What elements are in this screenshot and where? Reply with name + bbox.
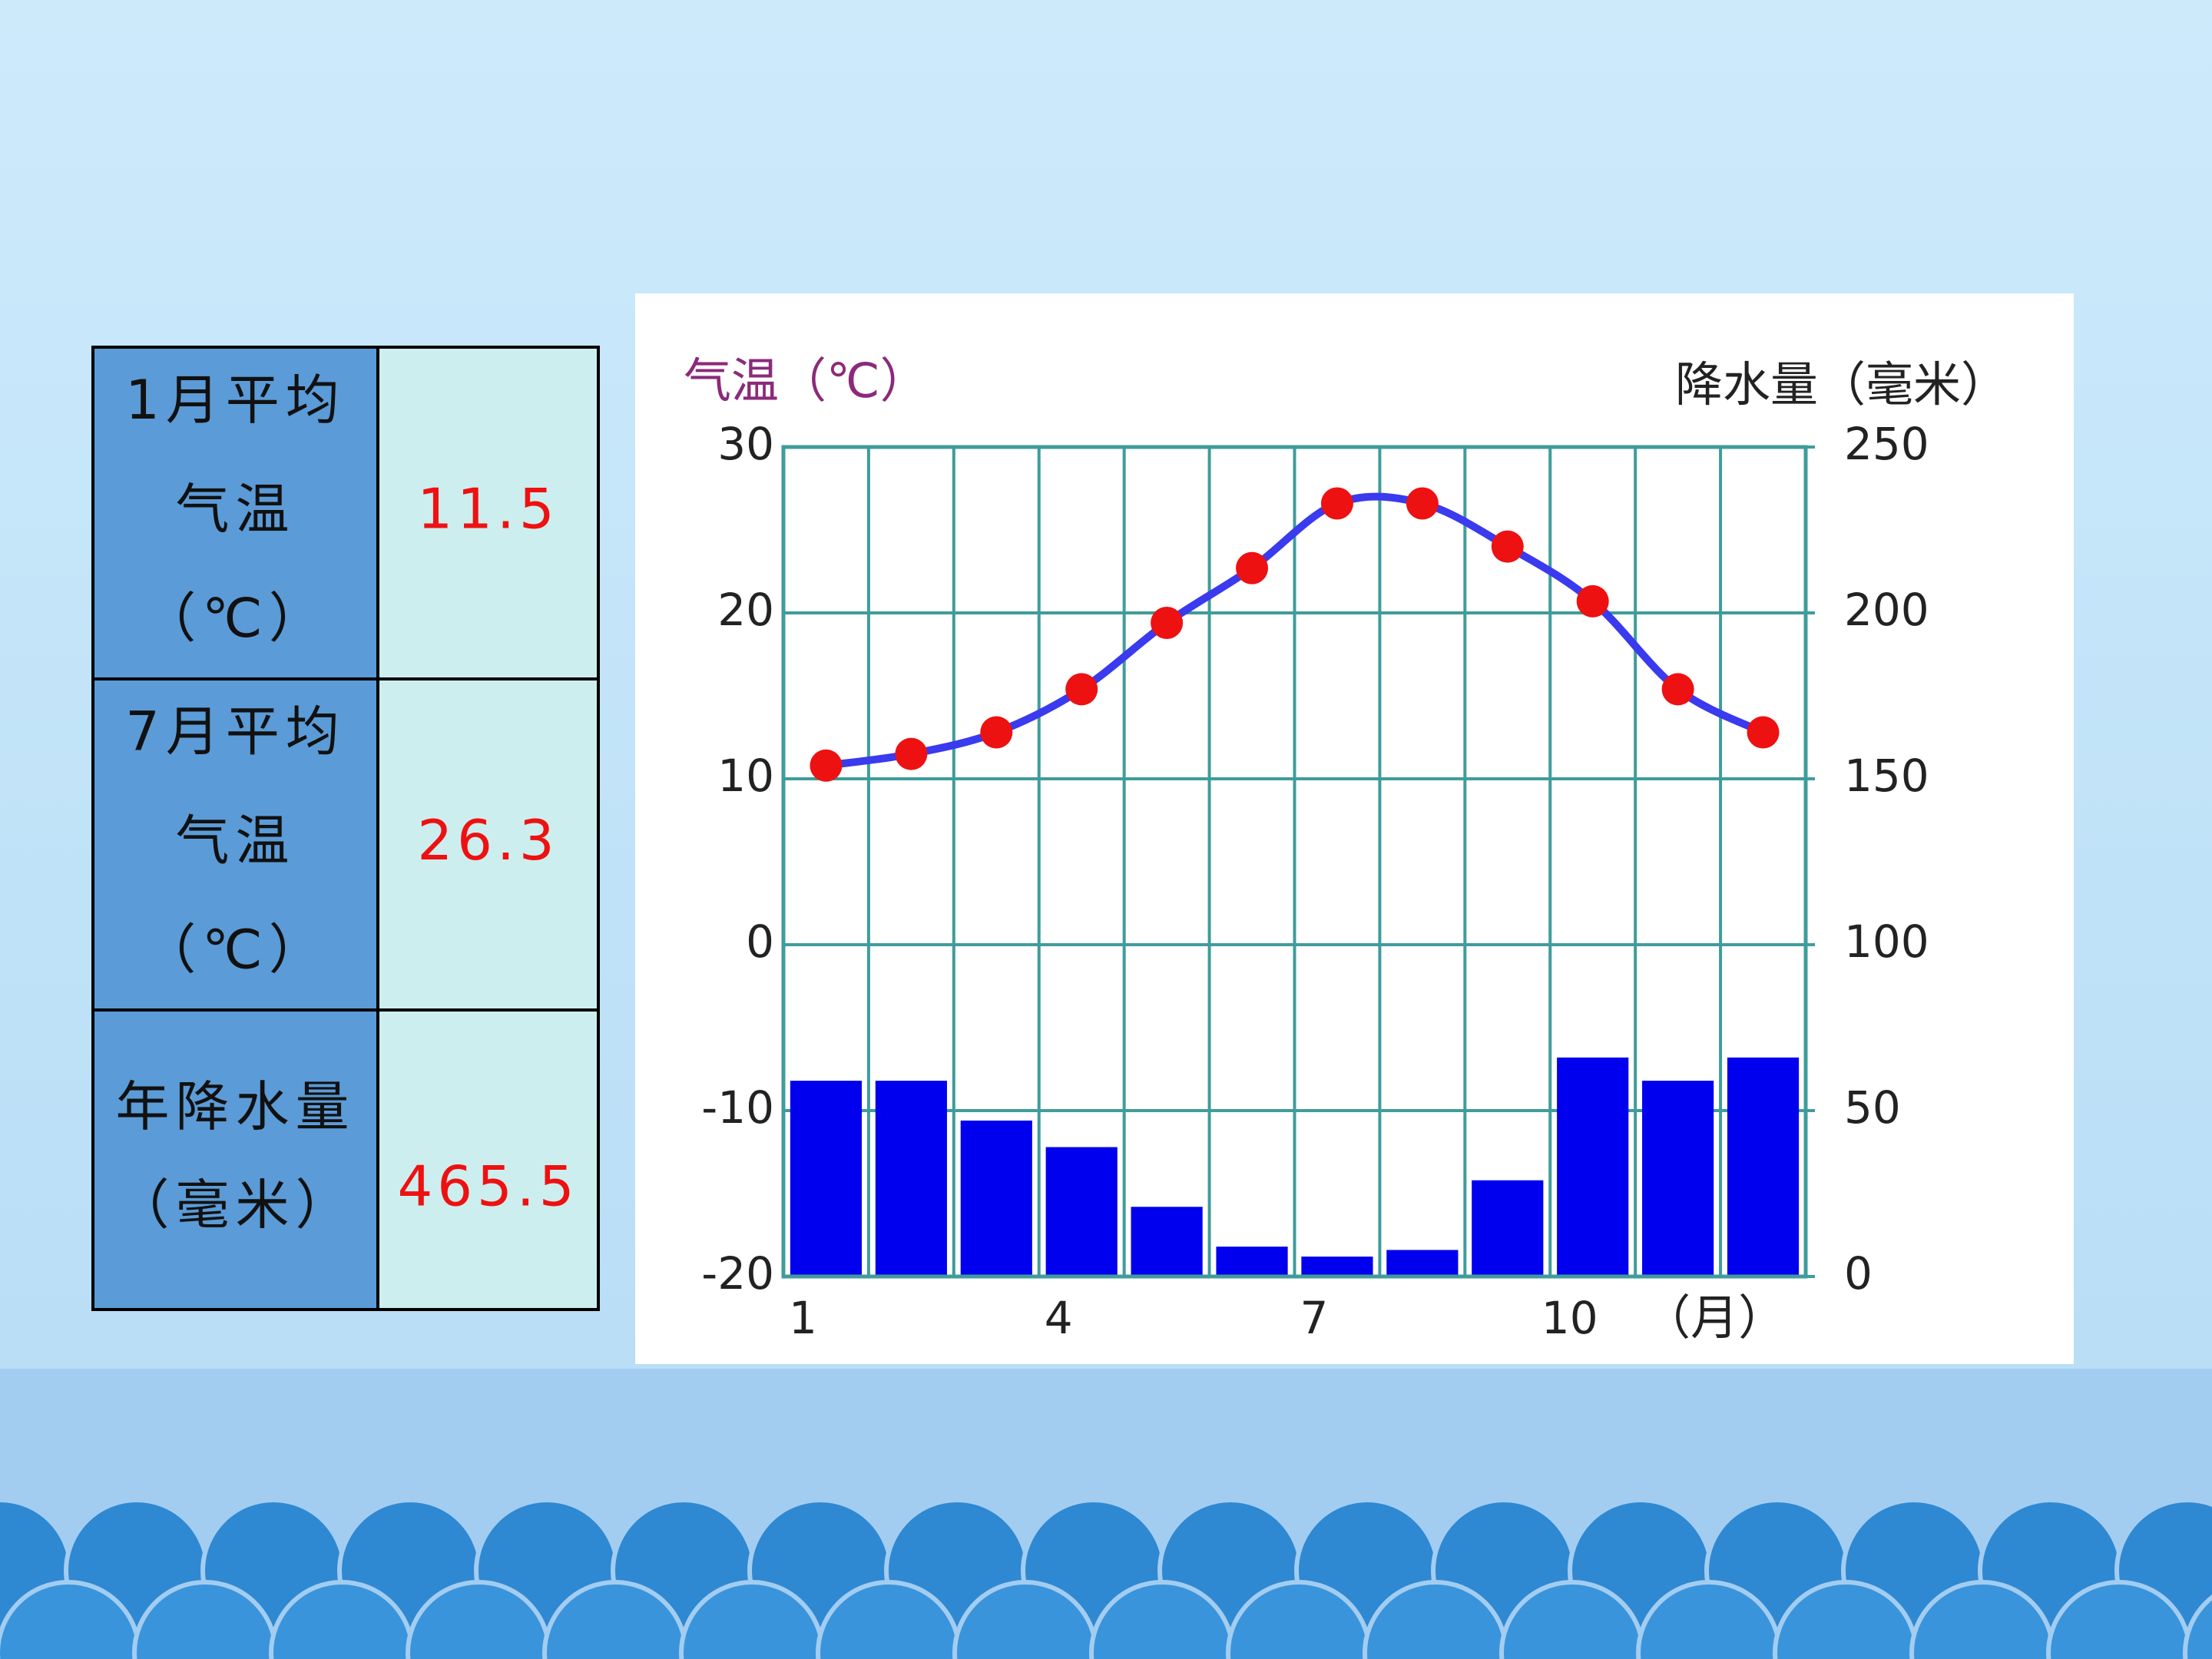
point — [810, 749, 843, 782]
bar — [1727, 1057, 1800, 1277]
y-tick-label: -10 — [701, 1081, 774, 1134]
point — [895, 737, 928, 770]
point — [1236, 551, 1269, 584]
y-tick-label: 0 — [746, 916, 774, 968]
row-label: 气温 — [176, 478, 296, 541]
row-label: （毫米） — [116, 1174, 356, 1237]
x-axis-title: （月） — [1643, 1290, 1786, 1346]
row-label: （℃） — [142, 587, 329, 650]
y2-tick-label: 150 — [1844, 750, 1929, 802]
point — [1065, 673, 1098, 706]
point — [1661, 673, 1694, 706]
waves — [0, 1498, 2212, 1659]
y2-tick-label: 50 — [1844, 1081, 1901, 1134]
point — [1151, 606, 1184, 639]
y2-tick-label: 0 — [1844, 1247, 1873, 1300]
row-label: 气温 — [176, 810, 296, 873]
y2-tick-label: 200 — [1844, 584, 1929, 636]
y2-tick-label: 250 — [1844, 418, 1929, 470]
wave — [2183, 1594, 2212, 1659]
header-cell — [91, 677, 379, 1012]
x-tick-label: 1 — [789, 1292, 817, 1344]
bar — [1386, 1250, 1459, 1277]
row-label: 7月平均 — [125, 700, 346, 763]
y-axis-title: 气温（℃） — [684, 353, 928, 409]
y-tick-label: 10 — [717, 750, 774, 802]
x-tick-label: 4 — [1045, 1292, 1073, 1344]
x-tick-label: 7 — [1300, 1292, 1329, 1344]
value-cell — [376, 346, 600, 680]
chart: -20 -10 0 10 20 30 0 50 100 150 200 250 气温（℃） 降水量（毫米）… — [684, 353, 2008, 1346]
row-value: 465.5 — [397, 1154, 578, 1219]
chart-panel — [635, 293, 2074, 1364]
point — [1406, 487, 1439, 520]
y2-tick-label: 100 — [1844, 916, 1929, 968]
row-label: 年降水量 — [116, 1075, 356, 1138]
y2-axis-title: 降水量（毫米） — [1675, 356, 2008, 412]
y-tick-label: 20 — [717, 584, 774, 636]
row-label: （℃） — [142, 919, 329, 982]
value-cell — [376, 677, 600, 1012]
point — [1491, 530, 1524, 563]
point — [980, 716, 1013, 749]
bar — [960, 1120, 1032, 1277]
bar — [1472, 1180, 1544, 1277]
header-cell — [91, 1008, 379, 1311]
header-cell — [91, 346, 379, 680]
bar — [1216, 1247, 1288, 1277]
bar — [875, 1081, 947, 1277]
row-value: 11.5 — [417, 477, 558, 541]
bar — [1301, 1257, 1373, 1277]
bar — [1557, 1057, 1629, 1277]
row-value: 26.3 — [417, 808, 558, 873]
x-tick-label: 10 — [1541, 1292, 1598, 1344]
point — [1320, 487, 1353, 520]
value-cell — [376, 1008, 600, 1311]
point — [1747, 716, 1780, 749]
row-label: 1月平均 — [125, 369, 346, 432]
plot-frame — [781, 445, 1808, 1279]
y-tick-label: -20 — [701, 1247, 774, 1300]
bar — [1131, 1207, 1203, 1277]
bar — [790, 1081, 863, 1277]
point — [1576, 584, 1609, 618]
y-tick-label: 30 — [717, 418, 774, 470]
bar — [1045, 1147, 1118, 1277]
bar — [1642, 1081, 1714, 1277]
